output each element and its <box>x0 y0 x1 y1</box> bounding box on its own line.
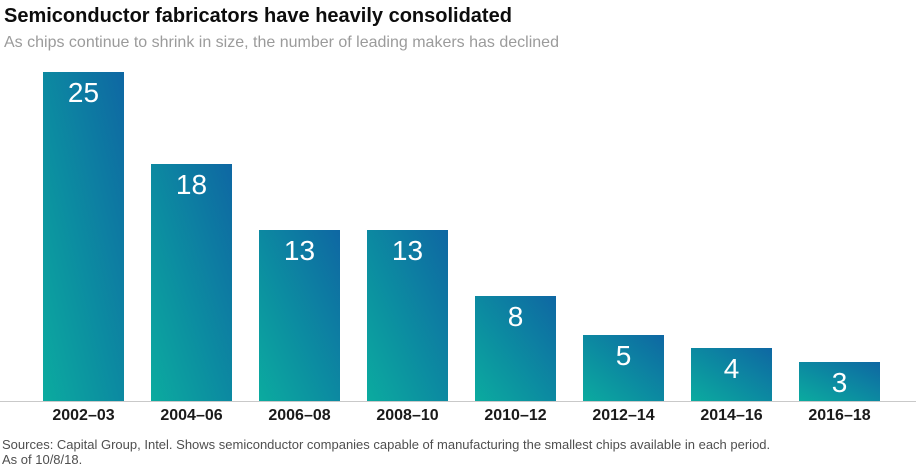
x-axis-label: 2012–14 <box>592 407 655 424</box>
x-axis-label: 2004–06 <box>160 407 223 424</box>
bar: 3 <box>799 362 880 401</box>
bar-value-label: 3 <box>831 367 848 398</box>
x-axis-label: 2002–03 <box>52 407 115 424</box>
x-axis-labels: 2002–03 2004–06 2006–08 2008–10 2010–12 2012–… <box>0 406 916 425</box>
source-note-line2: As of 10/8/18. <box>2 452 83 468</box>
source-note: Sources: Capital Group, Intel. Shows sem… <box>0 437 916 467</box>
bar: 8 <box>475 296 556 401</box>
x-axis-label: 2016–18 <box>808 407 871 424</box>
bar-value-label: 8 <box>507 301 524 332</box>
chart-title: Semiconductor fabricators have heavily c… <box>4 5 512 27</box>
bar-value-label: 13 <box>391 235 424 266</box>
bar-value-label: 25 <box>67 77 100 108</box>
source-note-line1: Sources: Capital Group, Intel. Shows sem… <box>2 437 771 453</box>
bar-chart: 25 18 13 13 8 5 4 3 <box>0 60 916 402</box>
bar: 13 <box>367 230 448 401</box>
bar-value-label: 5 <box>615 340 632 371</box>
bar-value-label: 4 <box>723 353 740 384</box>
bar: 4 <box>691 348 772 401</box>
x-axis-label: 2006–08 <box>268 407 331 424</box>
bar-value-label: 18 <box>175 169 208 200</box>
x-axis-label: 2008–10 <box>376 407 439 424</box>
bar: 5 <box>583 335 664 401</box>
bar: 25 <box>43 72 124 401</box>
chart-header: Semiconductor fabricators have heavily c… <box>0 0 916 60</box>
x-axis-label: 2014–16 <box>700 407 763 424</box>
bar: 18 <box>151 164 232 401</box>
x-axis-label: 2010–12 <box>484 407 547 424</box>
bar-value-label: 13 <box>283 235 316 266</box>
bar: 13 <box>259 230 340 401</box>
chart-subtitle: As chips continue to shrink in size, the… <box>4 34 559 51</box>
